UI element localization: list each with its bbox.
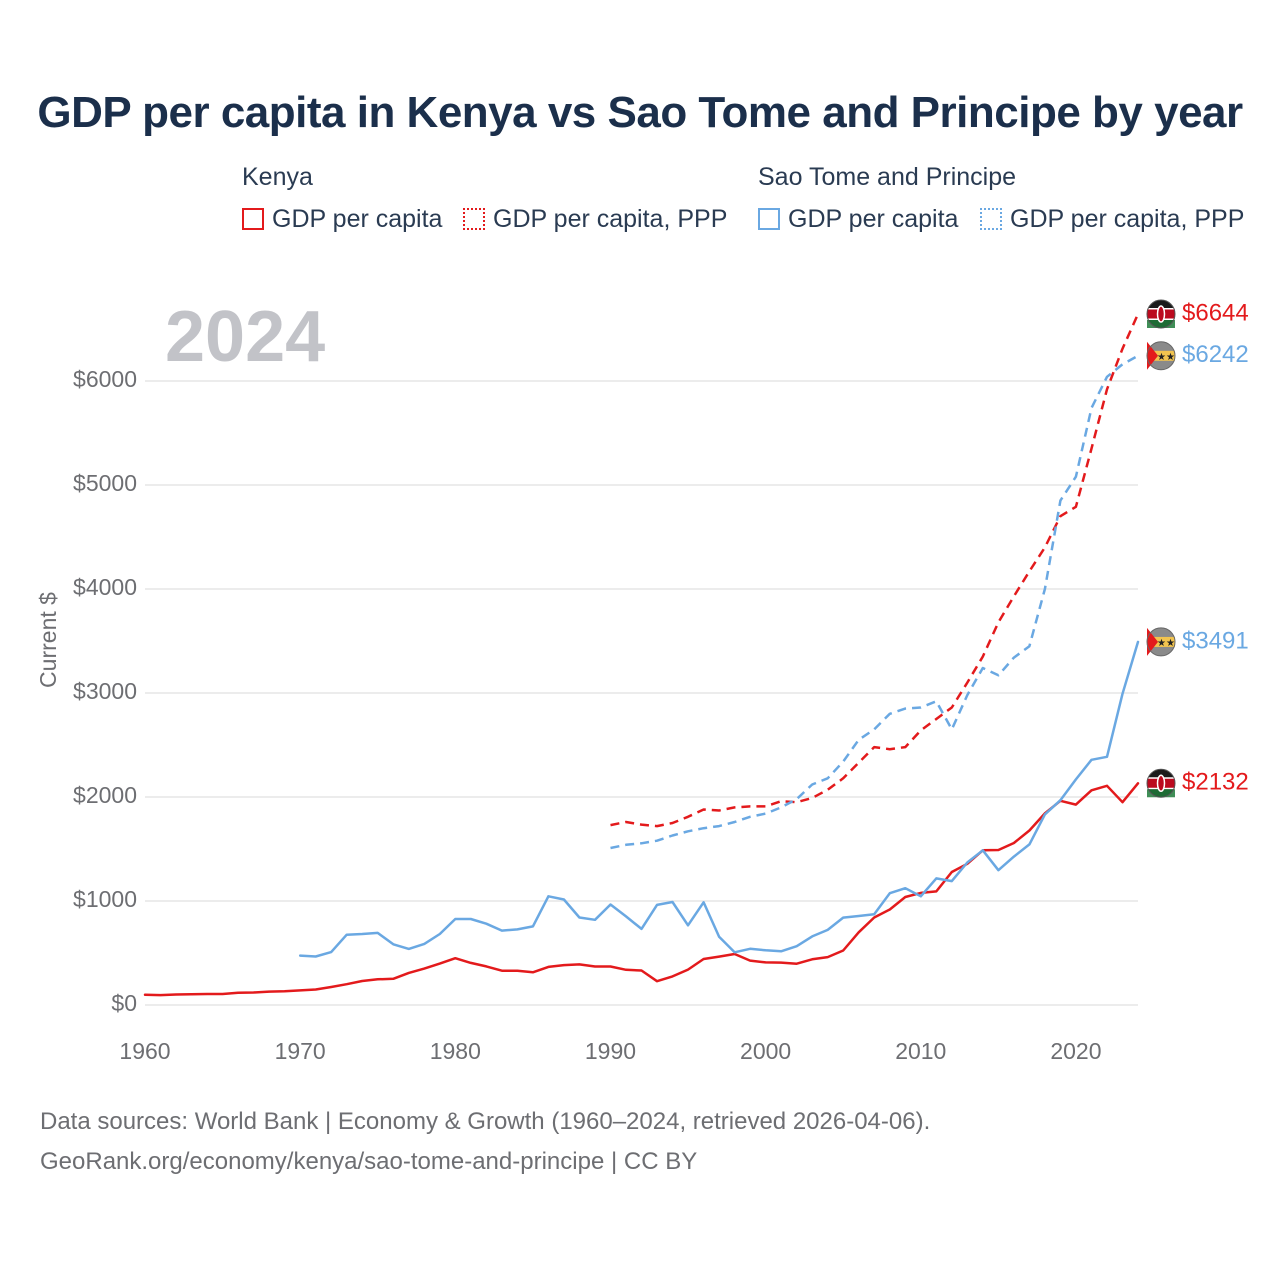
x-tick-labels: 1960 1970 1980 1990 2000 2010 2020: [119, 1038, 1101, 1064]
y-tick-label: $0: [111, 990, 137, 1016]
sao-tome-flag-icon: ★★: [1146, 627, 1176, 657]
source-line-1: Data sources: World Bank | Economy & Gro…: [40, 1108, 931, 1135]
end-value-label: $6644: [1182, 299, 1249, 326]
end-value-label: $2132: [1182, 769, 1249, 796]
x-tick-label: 1980: [430, 1038, 481, 1064]
x-tick-label: 1990: [585, 1038, 636, 1064]
end-value-label: $6242: [1182, 341, 1249, 368]
legend-swatch-dotted-blue: [980, 208, 1002, 230]
y-tick-label: $3000: [73, 678, 137, 704]
legend-swatch-solid-blue: [758, 208, 780, 230]
series-line-0[interactable]: [143, 782, 1140, 997]
legend-item-kenya-gdp[interactable]: GDP per capita: [242, 204, 442, 234]
kenya-flag-icon: [1146, 299, 1176, 329]
x-tick-label: 1960: [119, 1038, 170, 1064]
y-tick-labels: $0 $1000 $2000 $3000 $4000 $5000 $6000: [73, 366, 137, 1016]
legend-item-label: GDP per capita: [788, 204, 959, 233]
series-line-2[interactable]: [298, 640, 1140, 958]
svg-text:★★: ★★: [1157, 638, 1175, 649]
legend-item-label: GDP per capita, PPP: [1010, 204, 1245, 233]
end-value-label: $3491: [1182, 627, 1249, 654]
legend-item-kenya-gdp-ppp[interactable]: GDP per capita, PPP: [463, 204, 727, 234]
legend-item-sao-tome-gdp-ppp[interactable]: GDP per capita, PPP: [980, 204, 1244, 234]
y-axis-label: Current $: [35, 592, 61, 688]
x-tick-label: 2010: [895, 1038, 946, 1064]
sao-tome-flag-icon: ★★: [1146, 341, 1176, 371]
grid-layer: [145, 380, 1138, 1006]
legend-group-kenya: Kenya: [242, 163, 313, 191]
source-line-2[interactable]: GeoRank.org/economy/kenya/sao-tome-and-p…: [40, 1148, 698, 1175]
series-line-1[interactable]: [610, 313, 1140, 828]
legend-swatch-dotted-red: [463, 208, 485, 230]
y-tick-label: $2000: [73, 782, 137, 808]
year-overlay: 2024: [165, 297, 326, 377]
end-markers: $2132 $6644 ★★ $3491 ★★ $6242: [1146, 299, 1249, 798]
y-tick-label: $4000: [73, 574, 137, 600]
x-tick-label: 1970: [275, 1038, 326, 1064]
legend-swatch-solid-red: [242, 208, 264, 230]
y-tick-label: $6000: [73, 366, 137, 392]
y-tick-label: $1000: [73, 886, 137, 912]
kenya-flag-icon: [1146, 768, 1176, 798]
legend-item-label: GDP per capita, PPP: [493, 204, 728, 233]
legend-item-sao-tome-gdp[interactable]: GDP per capita: [758, 204, 958, 234]
x-tick-label: 2000: [740, 1038, 791, 1064]
series-layer: [143, 313, 1140, 997]
y-tick-label: $5000: [73, 470, 137, 496]
legend-group-sao-tome: Sao Tome and Principe: [758, 163, 1017, 191]
x-tick-label: 2020: [1050, 1038, 1101, 1064]
legend-item-label: GDP per capita: [272, 204, 443, 233]
series-line-3[interactable]: [610, 354, 1139, 850]
svg-text:★★: ★★: [1157, 352, 1175, 363]
chart-title: GDP per capita in Kenya vs Sao Tome and …: [37, 88, 1243, 137]
